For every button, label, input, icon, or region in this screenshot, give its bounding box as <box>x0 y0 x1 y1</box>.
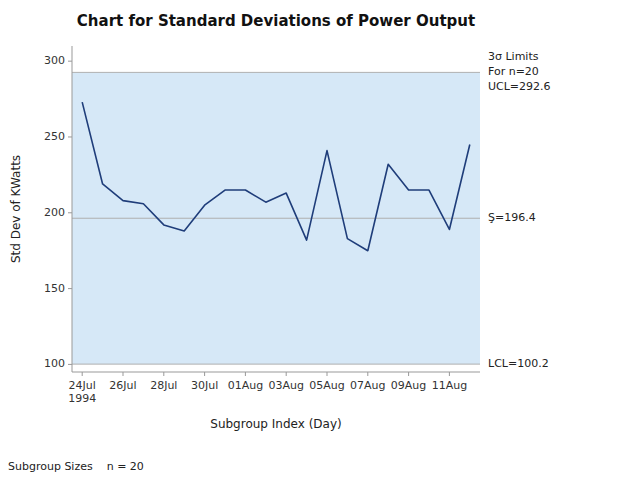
chart: 100 150 200 250 300 24Jul1994 26Jul 28Jul 30Jul 0… <box>0 0 640 480</box>
y-axis-line <box>72 46 73 372</box>
reference-label: LCL=100.2 <box>488 357 549 370</box>
y-tick-label: 250 <box>44 130 65 143</box>
x-tick <box>82 372 83 376</box>
x-tick-label: 05Aug <box>309 379 344 392</box>
x-tick-label: 26Jul <box>109 379 136 392</box>
x-tick <box>123 372 124 376</box>
footnote: Subgroup Sizes n = 20 <box>8 460 144 473</box>
x-tick <box>163 372 164 376</box>
y-tick <box>68 61 72 62</box>
x-tick-label: 28Jul <box>150 379 177 392</box>
y-tick <box>68 364 72 365</box>
y-tick <box>68 136 72 137</box>
x-tick-label: 03Aug <box>268 379 303 392</box>
x-tick-label: 07Aug <box>350 379 385 392</box>
x-tick <box>327 372 328 376</box>
y-axis-label: Std Dev of KWatts <box>9 155 23 263</box>
y-tick <box>68 212 72 213</box>
x-tick-label: 01Aug <box>228 379 263 392</box>
x-axis-label: Subgroup Index (Day) <box>210 417 341 431</box>
limit-band <box>72 72 480 364</box>
x-tick-label: 24Jul1994 <box>68 379 96 405</box>
x-tick-label: 09Aug <box>391 379 426 392</box>
x-tick <box>245 372 246 376</box>
y-tick <box>68 288 72 289</box>
x-tick-label: 11Aug <box>432 379 467 392</box>
x-tick <box>449 372 450 376</box>
y-tick-label: 200 <box>44 206 65 219</box>
x-tick <box>286 372 287 376</box>
plot-area <box>72 72 480 364</box>
data-line <box>82 102 470 251</box>
reference-label: Ş=196.4 <box>488 211 536 224</box>
x-tick-label: 30Jul <box>191 379 218 392</box>
y-tick-label: 300 <box>44 54 65 67</box>
y-tick-label: 150 <box>44 282 65 295</box>
reference-line <box>72 364 480 365</box>
x-tick <box>408 372 409 376</box>
reference-label: 3σ LimitsFor n=20UCL=292.6 <box>488 50 551 93</box>
reference-line <box>72 72 480 73</box>
x-axis-line <box>72 372 480 373</box>
x-tick <box>204 372 205 376</box>
x-tick <box>367 372 368 376</box>
y-tick-label: 100 <box>44 357 65 370</box>
title: Chart for Standard Deviations of Power O… <box>77 12 475 30</box>
reference-line <box>72 218 480 219</box>
